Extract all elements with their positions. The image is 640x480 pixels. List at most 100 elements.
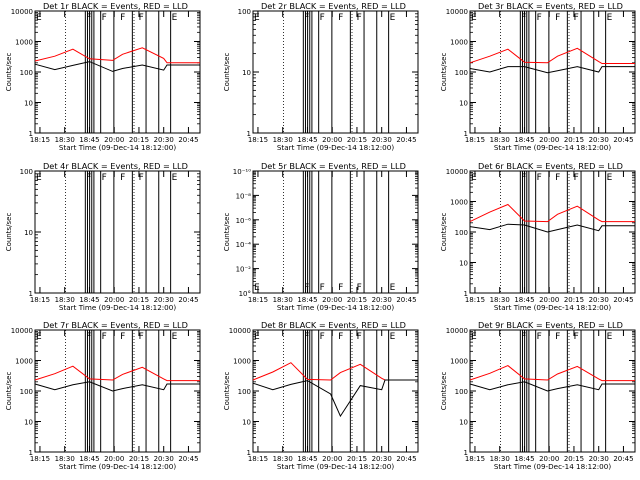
- flag-f: F: [102, 173, 107, 183]
- panel-title: Det 3r BLACK = Events, RED = LLD: [478, 1, 623, 11]
- flag-f: F: [320, 283, 325, 293]
- flag-f: F: [338, 283, 343, 293]
- flag-f: F: [120, 332, 125, 342]
- y-tick-label: 10: [24, 229, 33, 237]
- y-tick-label: 1: [464, 290, 468, 298]
- flag-f: F: [555, 173, 560, 183]
- series-events-line: [34, 381, 200, 392]
- x-axis-label: Start Time (09-Dec-14 18:12:00): [59, 462, 176, 471]
- y-tick-label: 10⁻¹⁰: [233, 168, 251, 176]
- flag-f: F: [521, 173, 526, 183]
- x-tick-label: 18:45: [514, 296, 534, 304]
- y-tick-label: 1000: [450, 358, 468, 366]
- x-tick-label: 20:45: [178, 136, 198, 144]
- panel-det-8: Det 8r BLACK = Events, RED = LLD Counts/s…: [223, 320, 419, 471]
- x-tick-label: 18:30: [55, 136, 75, 144]
- x-tick-label: 20:15: [347, 136, 367, 144]
- plot-frame: [252, 170, 419, 294]
- x-tick-label: 18:30: [490, 296, 510, 304]
- x-tick-label: 18:15: [248, 136, 268, 144]
- x-tick-label: 20:45: [396, 136, 416, 144]
- x-tick-label: 20:15: [564, 136, 584, 144]
- x-tick-label: 20:00: [322, 296, 342, 304]
- y-axis-label: Counts/sec: [440, 213, 448, 252]
- x-tick-label: 18:45: [514, 455, 534, 463]
- y-axis-label: Counts/sec: [223, 213, 231, 252]
- x-tick-label: 20:00: [104, 296, 124, 304]
- x-tick-label: 18:30: [490, 455, 510, 463]
- panel-title: Det 6r BLACK = Events, RED = LLD: [478, 161, 623, 171]
- flag-e: E: [471, 13, 477, 23]
- y-tick-label: 10000: [229, 327, 251, 335]
- plot-frame: [252, 10, 419, 134]
- y-tick-label: 100: [238, 388, 251, 396]
- y-tick-label: 10000: [446, 8, 468, 16]
- flag-e: E: [607, 173, 613, 183]
- y-tick-label: 10000: [446, 168, 468, 176]
- x-tick-label: 20:15: [129, 136, 149, 144]
- x-tick-label: 18:15: [465, 296, 485, 304]
- flag-f: F: [537, 13, 542, 23]
- panel-det-5: Det 5r BLACK = Events, RED = LLD Counts/s…: [223, 161, 419, 312]
- y-tick-label: 1: [247, 130, 251, 138]
- y-tick-label: 1: [247, 449, 251, 457]
- panel-det-1: Det 1r BLACK = Events, RED = LLD Counts/s…: [5, 1, 201, 152]
- x-tick-label: 20:15: [347, 455, 367, 463]
- y-tick-label: 10000: [11, 327, 33, 335]
- series-lld-line: [469, 365, 635, 382]
- x-axis-label: Start Time (09-Dec-14 18:12:00): [494, 303, 611, 312]
- flag-e: E: [36, 332, 42, 342]
- x-tick-label: 18:30: [273, 296, 293, 304]
- y-axis-label: Counts/sec: [5, 213, 13, 252]
- x-tick-label: 20:45: [613, 136, 633, 144]
- x-tick-label: 18:15: [30, 136, 50, 144]
- x-axis-label: Start Time (09-Dec-14 18:12:00): [59, 303, 176, 312]
- series-events-line: [469, 223, 635, 233]
- y-tick-label: 10: [24, 419, 33, 427]
- y-tick-label: 100: [20, 168, 33, 176]
- y-tick-label: 1000: [450, 39, 468, 47]
- flag-f: F: [338, 332, 343, 342]
- panel-det-2: Det 2r BLACK = Events, RED = LLD Counts/s…: [223, 1, 419, 152]
- flag-f: F: [139, 332, 144, 342]
- y-tick-label: 1: [29, 290, 33, 298]
- plot-frame: [469, 170, 636, 294]
- x-tick-label: 20:30: [154, 455, 174, 463]
- x-tick-label: 20:45: [613, 296, 633, 304]
- x-tick-label: 18:45: [297, 455, 317, 463]
- y-tick-label: 100: [455, 69, 468, 77]
- x-tick-label: 20:45: [396, 455, 416, 463]
- flag-f: F: [139, 173, 144, 183]
- y-tick-label: 100: [20, 69, 33, 77]
- panel-det-7: Det 7r BLACK = Events, RED = LLD Counts/s…: [5, 320, 201, 471]
- flag-e: E: [254, 332, 260, 342]
- flag-f: F: [537, 332, 542, 342]
- flag-f: F: [320, 13, 325, 23]
- x-axis-label: Start Time (09-Dec-14 18:12:00): [494, 462, 611, 471]
- x-tick-label: 18:30: [55, 455, 75, 463]
- flag-f: F: [357, 13, 362, 23]
- y-tick-label: 100: [455, 388, 468, 396]
- y-axis-label: Counts/sec: [223, 372, 231, 411]
- flag-f: F: [338, 13, 343, 23]
- x-tick-label: 20:30: [589, 296, 609, 304]
- y-tick-label: 100: [455, 229, 468, 237]
- x-tick-label: 20:15: [129, 296, 149, 304]
- flag-f: F: [86, 13, 91, 23]
- flag-e: E: [172, 332, 178, 342]
- flag-f: F: [574, 13, 579, 23]
- x-tick-label: 18:30: [490, 136, 510, 144]
- flag-f: F: [102, 13, 107, 23]
- x-tick-label: 18:15: [248, 296, 268, 304]
- x-tick-label: 20:30: [154, 296, 174, 304]
- plot-frame: [469, 329, 636, 453]
- y-tick-label: 1: [464, 130, 468, 138]
- x-tick-label: 18:45: [79, 296, 99, 304]
- flag-e: E: [36, 173, 42, 183]
- panel-title: Det 9r BLACK = Events, RED = LLD: [478, 320, 623, 330]
- series-lld-line: [34, 365, 200, 382]
- x-tick-label: 18:45: [297, 296, 317, 304]
- x-axis-label: Start Time (09-Dec-14 18:12:00): [494, 143, 611, 152]
- x-tick-label: 20:45: [613, 455, 633, 463]
- flag-e: E: [390, 13, 396, 23]
